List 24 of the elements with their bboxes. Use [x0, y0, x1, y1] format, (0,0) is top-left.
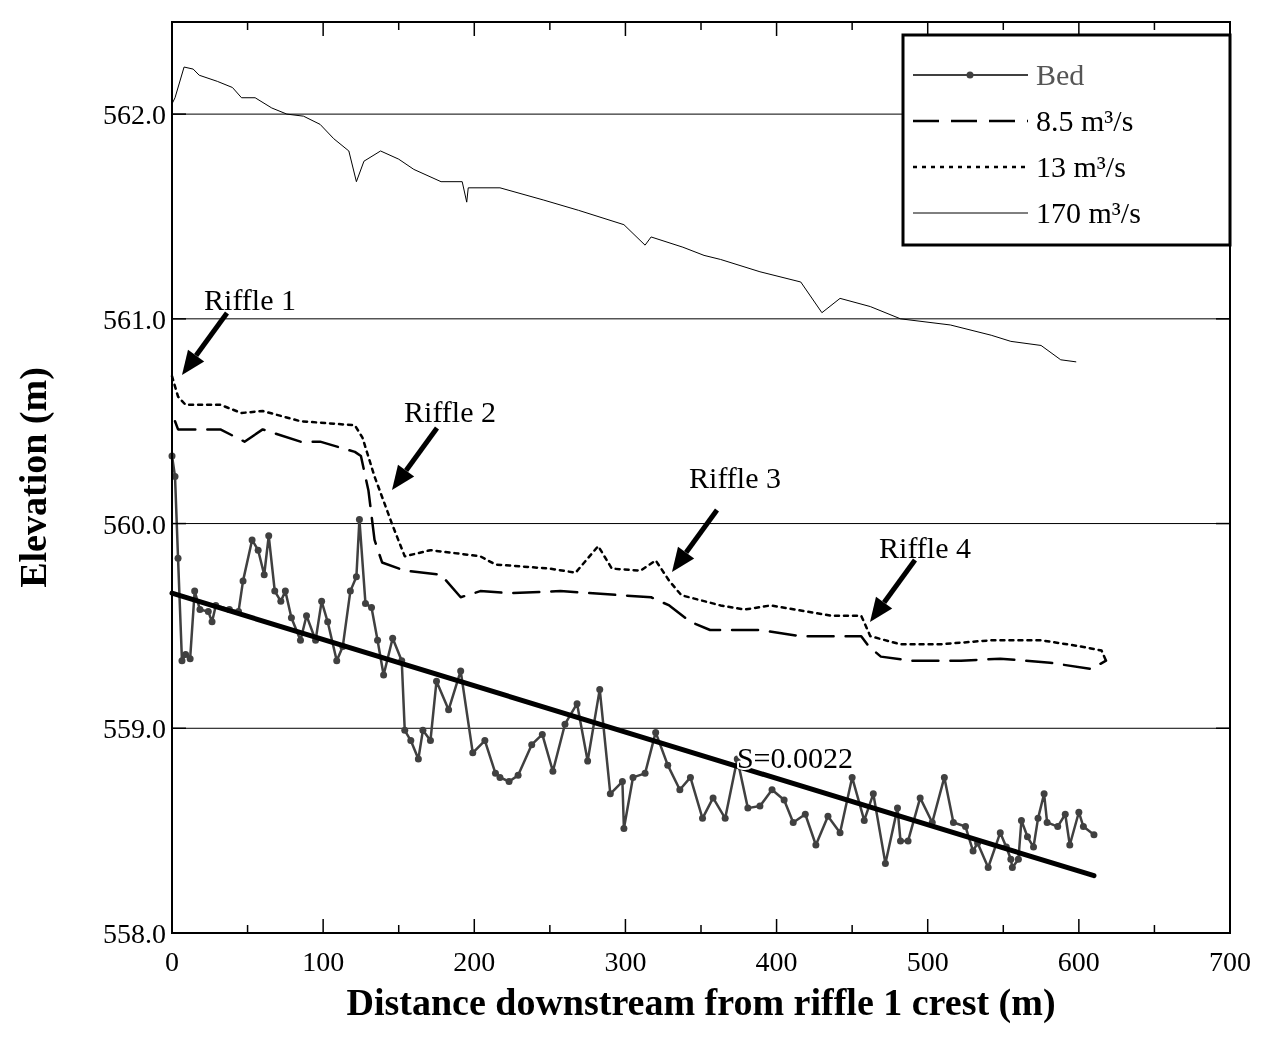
x-tick-label: 300 — [604, 946, 647, 977]
y-tick-label: 560.0 — [103, 508, 166, 540]
annotation: Riffle 4 — [879, 531, 971, 564]
legend-label: Bed — [1036, 58, 1085, 91]
legend-label: 13 m³/s — [1036, 150, 1126, 183]
x-tick-label: 400 — [755, 946, 798, 977]
x-tick-label: 500 — [906, 946, 949, 977]
legend-label: 8.5 m³/s — [1036, 104, 1134, 137]
x-axis-title: Distance downstream from riffle 1 crest (m) — [346, 981, 1056, 1024]
x-tick-label: 600 — [1057, 946, 1100, 977]
x-tick-label: 700 — [1209, 946, 1251, 977]
legend-label: 170 m³/s — [1036, 196, 1141, 229]
y-axis-title: Elevation (m) — [12, 367, 55, 588]
y-tick-label: 559.0 — [103, 713, 166, 745]
annotation: S=0.0022 — [736, 741, 854, 774]
y-tick-label: 562.0 — [103, 99, 166, 131]
x-tick-label: 100 — [302, 946, 345, 977]
x-tick-label: 0 — [165, 946, 179, 977]
annotation: Riffle 3 — [689, 461, 781, 494]
annotation: Riffle 1 — [204, 283, 296, 316]
y-tick-label: 561.0 — [103, 303, 166, 335]
annotation: Riffle 2 — [404, 395, 496, 428]
x-tick-label: 200 — [453, 946, 496, 977]
y-tick-label: 558.0 — [103, 918, 166, 949]
